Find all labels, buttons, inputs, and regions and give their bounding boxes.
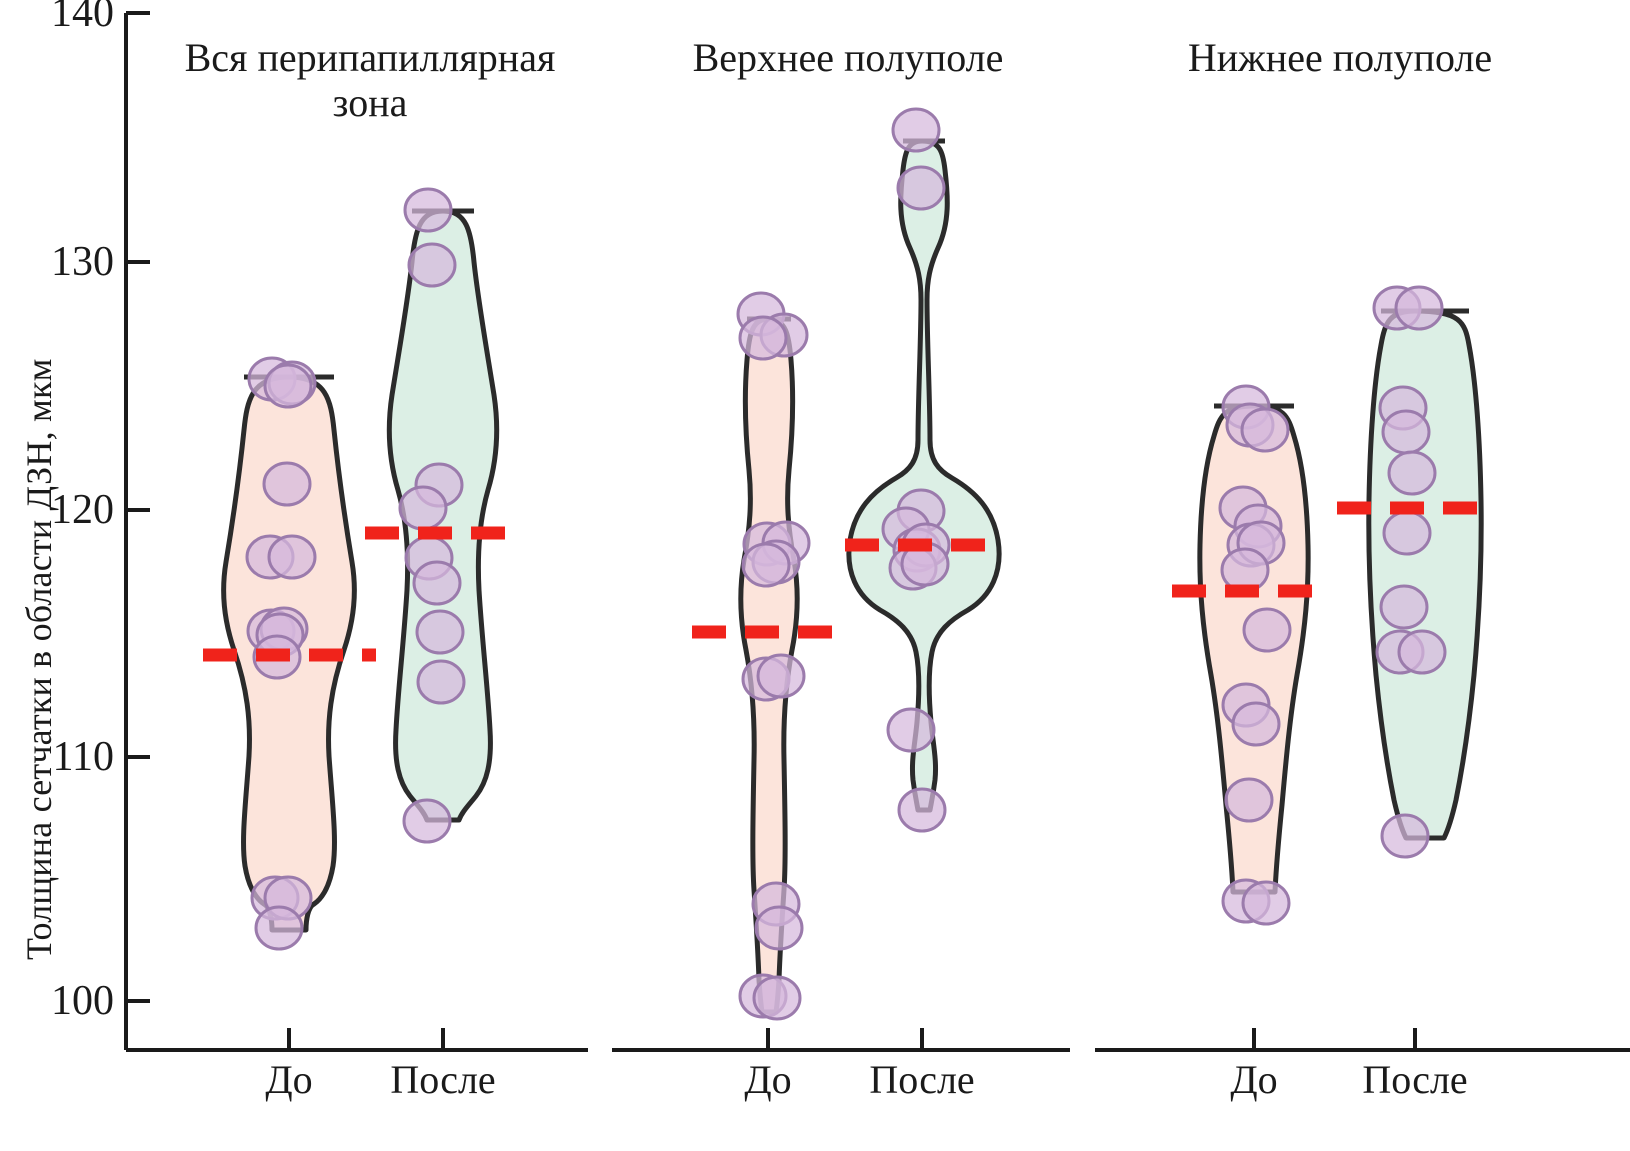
violin-panel-3-before [1172,384,1330,926]
x-tick-label-p1-after: После [390,1057,496,1102]
data-points [1218,384,1292,926]
x-axis-panel-1 [126,1028,588,1052]
panel-title-3-line1: Нижнее полуполе [1187,35,1493,80]
violin-panel-2-after [845,107,1002,833]
panel-title-1-line1: Вся перипапиллярная [184,35,556,80]
panel-title-1: Вся перипапиллярная зона [155,35,585,126]
y-tick-label-100: 100 [51,978,114,1024]
x-axis-panel-3 [1095,1028,1630,1052]
x-tick-label-p2-after: После [869,1057,975,1102]
y-tick-label-120: 120 [51,487,114,533]
x-tick-label-p2-before: До [744,1057,792,1102]
y-tick-label-110: 110 [52,734,114,780]
y-tick-label-140: 140 [51,0,114,36]
x-tick-label-p3-before: До [1230,1057,1278,1102]
x-tick-label-p1-before: До [265,1057,313,1102]
data-points [1372,285,1447,859]
violin-panel-3-after [1337,285,1495,859]
panel-title-1-line2: зона [332,79,408,125]
y-axis-title: Толщина сетчатки в области ДЗН, мкм [19,358,59,960]
data-points [398,187,466,844]
y-tick-label-130: 130 [51,239,114,285]
violin-panel-1-after [365,187,507,844]
panel-title-2: Верхнее полуполе [618,35,1078,81]
x-tick-label-p3-after: После [1362,1057,1468,1102]
panel-title-2-line1: Верхнее полуполе [692,35,1004,80]
x-axis-panel-2 [612,1028,1070,1052]
panel-title-3: Нижнее полуполе [1110,35,1570,81]
data-points [736,291,811,1021]
violin-panel-1-before [203,356,376,951]
violin-panel-2-before [692,291,843,1021]
y-axis [124,11,150,1050]
